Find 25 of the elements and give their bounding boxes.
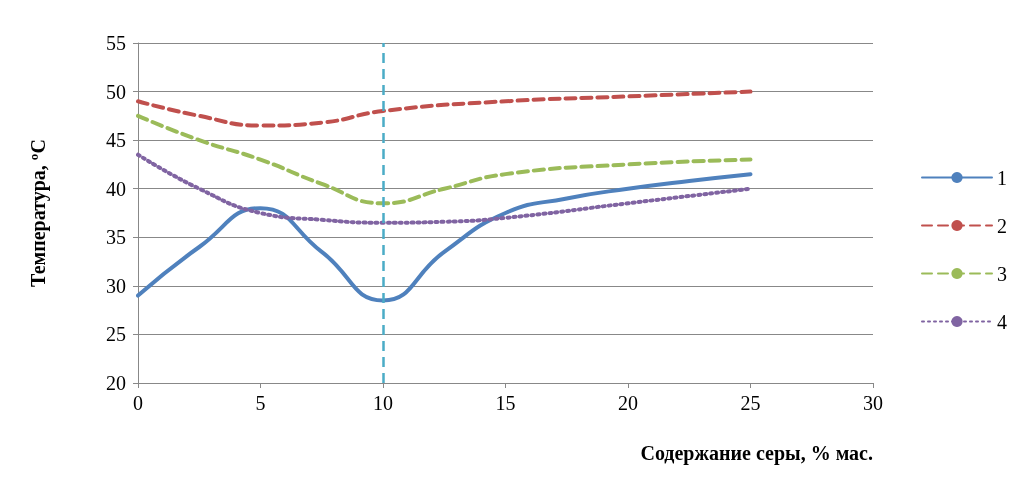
line-series	[136, 172, 753, 303]
x-tick-label: 10	[373, 392, 393, 414]
y-tick-label: 55	[106, 32, 126, 54]
line-series	[136, 152, 753, 225]
y-axis-title: Температура, ºС	[27, 139, 50, 287]
y-tick-label: 45	[106, 129, 126, 152]
y-tick-label: 40	[106, 177, 126, 200]
legend-label: 1	[997, 166, 1007, 189]
legend-label: 4	[997, 310, 1007, 333]
y-tick-label: 20	[106, 372, 126, 394]
x-axis-title: Содержание серы, % мас.	[640, 442, 873, 465]
legend-label: 2	[997, 214, 1007, 237]
y-tick-label: 35	[106, 226, 126, 249]
x-tick-label: 5	[255, 392, 266, 414]
y-tick-label: 30	[106, 274, 126, 297]
y-tick-label: 25	[106, 323, 126, 346]
line-series	[136, 113, 753, 206]
x-tick-label: 15	[495, 392, 516, 414]
line-series	[136, 89, 753, 128]
x-tick-label: 25	[740, 392, 761, 414]
y-tick-label: 50	[106, 80, 126, 103]
x-tick-label: 30	[863, 392, 883, 414]
x-tick-label: 20	[618, 392, 638, 414]
legend-label: 3	[997, 262, 1007, 285]
x-tick-label: 0	[133, 392, 143, 414]
